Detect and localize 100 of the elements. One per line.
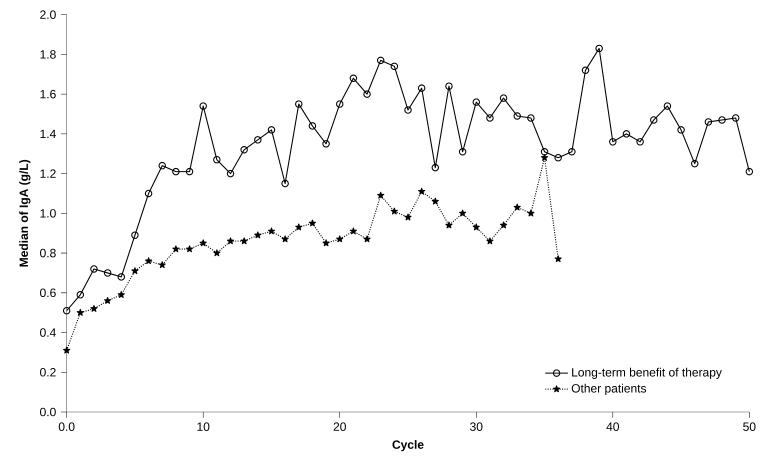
y-tick-label: 1.0 bbox=[40, 209, 56, 218]
point bbox=[432, 198, 439, 205]
point bbox=[527, 114, 535, 122]
point bbox=[131, 267, 139, 274]
y-tick-label: 1.4 bbox=[40, 130, 56, 138]
point bbox=[144, 190, 152, 198]
point bbox=[540, 154, 548, 161]
x-tick-label: 10 bbox=[197, 422, 210, 431]
point bbox=[226, 237, 234, 244]
x-tick-label: 0.0 bbox=[58, 422, 75, 431]
point bbox=[746, 168, 754, 176]
point bbox=[268, 227, 276, 234]
point bbox=[199, 102, 207, 110]
point bbox=[418, 84, 426, 92]
point bbox=[664, 102, 672, 110]
point bbox=[609, 138, 617, 146]
point bbox=[540, 148, 548, 156]
x-tick-label: 40 bbox=[606, 422, 620, 431]
point bbox=[268, 126, 276, 134]
point bbox=[404, 106, 412, 114]
point bbox=[240, 237, 248, 244]
point bbox=[472, 224, 480, 230]
y-tick-label: 1.8 bbox=[40, 50, 56, 59]
point bbox=[718, 116, 726, 124]
point bbox=[458, 148, 466, 156]
point bbox=[554, 255, 562, 262]
point bbox=[200, 239, 207, 246]
point bbox=[186, 245, 194, 252]
point bbox=[158, 162, 166, 170]
point bbox=[404, 214, 412, 220]
point bbox=[308, 122, 316, 130]
point bbox=[322, 239, 330, 246]
point bbox=[595, 44, 603, 52]
y-tick-label: 0.4 bbox=[40, 328, 56, 337]
point bbox=[390, 62, 398, 70]
point bbox=[622, 130, 630, 138]
point bbox=[172, 168, 180, 176]
point bbox=[445, 222, 453, 228]
point bbox=[62, 306, 70, 314]
point bbox=[76, 291, 84, 299]
point bbox=[500, 94, 508, 102]
legend-label: Other patients bbox=[572, 384, 646, 395]
point bbox=[63, 346, 70, 354]
point bbox=[322, 140, 330, 148]
point bbox=[650, 116, 658, 124]
point bbox=[158, 261, 166, 268]
point bbox=[513, 112, 521, 120]
point bbox=[418, 188, 426, 195]
point bbox=[145, 257, 152, 264]
point bbox=[704, 118, 712, 126]
point bbox=[390, 208, 398, 214]
point bbox=[486, 237, 494, 244]
y-tick-label: 0.2 bbox=[40, 368, 56, 377]
point bbox=[282, 235, 289, 242]
y-tick-label: 2.0 bbox=[40, 10, 56, 19]
point bbox=[363, 235, 371, 242]
y-tick-label: 0.6 bbox=[40, 288, 56, 298]
point bbox=[554, 154, 562, 162]
point bbox=[690, 160, 698, 168]
point bbox=[90, 304, 98, 312]
point bbox=[118, 273, 126, 281]
point bbox=[432, 164, 440, 172]
point bbox=[254, 136, 262, 144]
x-tick-label: 50 bbox=[743, 422, 756, 431]
point bbox=[172, 245, 180, 252]
point bbox=[131, 231, 139, 239]
point bbox=[527, 210, 534, 216]
point bbox=[363, 90, 371, 98]
point bbox=[336, 235, 344, 242]
point bbox=[186, 168, 194, 176]
point bbox=[295, 100, 303, 108]
point bbox=[295, 224, 302, 230]
point bbox=[459, 210, 466, 216]
y-tick-label: 1.6 bbox=[40, 90, 56, 98]
y-tick-label: 1.2 bbox=[40, 169, 56, 178]
point bbox=[118, 291, 125, 298]
point bbox=[636, 138, 644, 146]
point bbox=[376, 56, 384, 64]
point bbox=[281, 180, 289, 188]
x-tick-label: 30 bbox=[470, 422, 482, 431]
point bbox=[377, 192, 384, 199]
point bbox=[350, 227, 357, 234]
point bbox=[90, 265, 98, 273]
point bbox=[213, 156, 221, 164]
point bbox=[76, 308, 84, 316]
point bbox=[486, 114, 494, 122]
point bbox=[677, 126, 685, 134]
point bbox=[308, 220, 316, 226]
point bbox=[568, 148, 576, 156]
point bbox=[500, 222, 508, 228]
y-tick-label: 0.0 bbox=[40, 408, 56, 416]
point bbox=[582, 66, 590, 74]
point bbox=[514, 204, 521, 210]
point bbox=[254, 231, 262, 238]
point bbox=[226, 170, 234, 178]
point bbox=[104, 297, 112, 304]
legend-label: Long-term benefit of therapy bbox=[572, 368, 722, 379]
point bbox=[472, 98, 480, 106]
x-tick-label: 20 bbox=[334, 422, 346, 431]
point bbox=[350, 74, 358, 82]
